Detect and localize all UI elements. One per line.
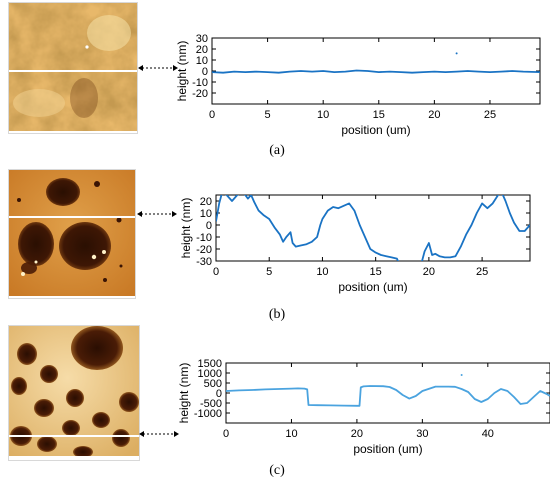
- x-tick-label: 20: [351, 428, 363, 440]
- caption-c: (c): [269, 463, 285, 478]
- x-tick-label: 15: [370, 266, 382, 278]
- y-tick-label: 0: [216, 388, 222, 400]
- y-tick-label: 10: [200, 208, 212, 220]
- x-tick-label: 40: [482, 428, 494, 440]
- x-tick-label: 0: [223, 428, 229, 440]
- y-tick-label: -500: [200, 398, 222, 410]
- y-tick-label: -10: [192, 77, 208, 89]
- plot-frame: [225, 362, 550, 424]
- x-tick-label: 25: [476, 266, 488, 278]
- y-tick-label: -20: [192, 88, 208, 100]
- panel-a: 0 5 10 15 20 25 30 20 10 0 -10 -20 position (um) heig…: [0, 0, 550, 165]
- x-tick-label: 5: [266, 266, 272, 278]
- x-tick-label: 25: [484, 109, 496, 121]
- y-axis-label: height (nm): [175, 41, 189, 102]
- y-tick-label: -1000: [194, 408, 222, 420]
- y-tick-label: -30: [196, 256, 212, 268]
- x-tick-label: 15: [373, 109, 385, 121]
- x-tick-label: 20: [423, 266, 435, 278]
- x-tick-label: 0: [213, 266, 219, 278]
- outlier-point: [460, 374, 463, 376]
- y-tick-label: -20: [196, 244, 212, 256]
- y-tick-label: -10: [196, 232, 212, 244]
- height-profile-line: [212, 69, 540, 74]
- x-tick-label: 10: [285, 428, 297, 440]
- y-tick-label: 30: [196, 33, 208, 45]
- arrow-link-b: [137, 211, 177, 217]
- y-tick-label: 500: [204, 378, 222, 390]
- x-tick-label: 20: [428, 109, 440, 121]
- x-axis-label: position (um): [338, 280, 407, 294]
- chart-a: 0 5 10 15 20 25 30 20 10 0 -10 -20 position (um) heig…: [146, 0, 550, 140]
- x-tick-label: 10: [316, 266, 328, 278]
- y-tick-label: 1500: [198, 358, 222, 370]
- x-tick-label: 0: [209, 109, 215, 121]
- afm-image-a: [8, 2, 138, 134]
- x-axis-label: position (um): [341, 123, 410, 137]
- panel-b: 0 5 10 15 20 25 20 10 0 -10 -20 -30 position (um) hei…: [0, 165, 550, 325]
- afm-image-c: [8, 325, 140, 461]
- caption-a: (a): [269, 143, 285, 158]
- x-tick-label: 5: [265, 109, 271, 121]
- height-profile-line: [216, 195, 530, 261]
- x-axis-label: position (um): [353, 442, 422, 456]
- height-profile-line: [226, 385, 550, 407]
- y-axis-label: height (nm): [179, 198, 193, 259]
- y-tick-label: 20: [200, 196, 212, 208]
- y-tick-label: 20: [196, 44, 208, 56]
- x-tick-label: 30: [416, 428, 428, 440]
- afm-image-b: [8, 169, 136, 299]
- arrow-link-a: [138, 65, 178, 71]
- plot-frame: [215, 194, 531, 262]
- chart-b: 0 5 10 15 20 25 20 10 0 -10 -20 -30 position (um) hei…: [146, 165, 550, 305]
- y-axis-label: height (nm): [177, 363, 191, 424]
- y-tick-label: 10: [196, 55, 208, 67]
- y-tick-label: 0: [202, 66, 208, 78]
- chart-c: 0 10 20 30 40 1500 1000 500 0 -500 -1000 position (…: [146, 325, 550, 465]
- caption-b: (b): [268, 307, 286, 322]
- outlier-point: [455, 52, 458, 55]
- arrow-link-c: [139, 431, 179, 437]
- panel-c: 0 10 20 30 40 1500 1000 500 0 -500 -1000 position (…: [0, 325, 550, 486]
- y-tick-label: 1000: [198, 368, 222, 380]
- y-tick-label: 0: [206, 220, 212, 232]
- x-tick-label: 10: [317, 109, 329, 121]
